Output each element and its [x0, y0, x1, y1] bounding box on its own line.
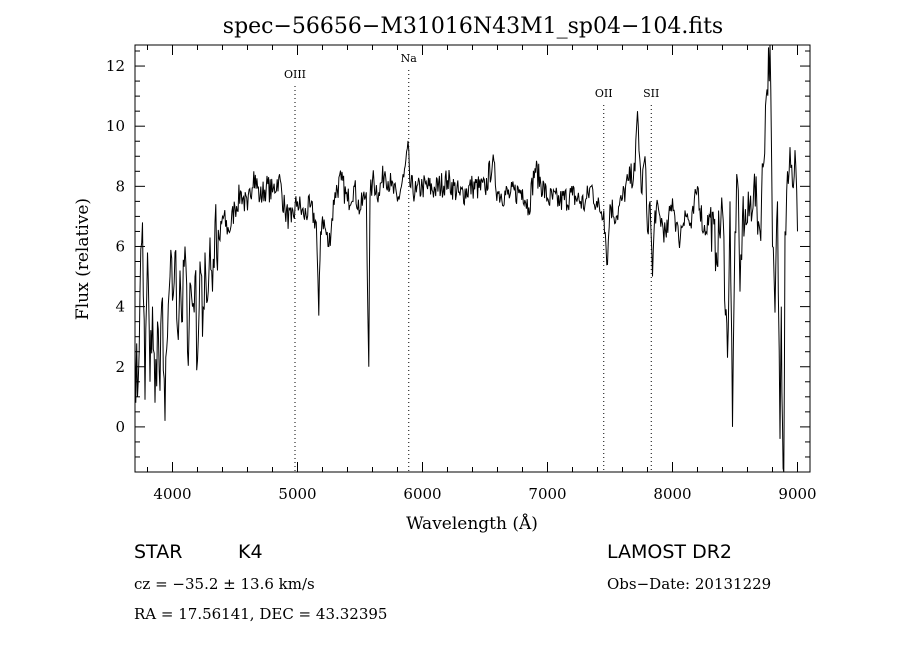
- coordinates: RA = 17.56141, DEC = 43.32395: [134, 605, 388, 623]
- obs-date: Obs−Date: 20131229: [607, 575, 772, 593]
- y-tick-label: 8: [115, 177, 125, 195]
- line-annotations: OIII Na OII SII: [284, 52, 659, 472]
- plot-frame: [134, 44, 811, 473]
- x-tick-label: 5000: [278, 485, 316, 503]
- y-axis-label: Flux (relative): [73, 198, 93, 320]
- line-label-oii: OII: [595, 87, 613, 100]
- axis-ticks: [135, 45, 810, 472]
- line-label-oiii: OIII: [284, 68, 306, 81]
- y-tick-label: 12: [106, 57, 125, 75]
- x-axis-label: Wavelength (Å): [406, 513, 538, 534]
- x-tick-label: 4000: [153, 485, 191, 503]
- line-label-na: Na: [401, 52, 418, 65]
- y-tick-label: 0: [115, 418, 125, 436]
- x-tick-label: 6000: [403, 485, 441, 503]
- cz-value: cz = −35.2 ± 13.6 km/s: [134, 575, 315, 593]
- line-label-sii: SII: [643, 87, 659, 100]
- chart-title: spec−56656−M31016N43M1_sp04−104.fits: [223, 14, 723, 39]
- y-tick-label: 2: [115, 358, 125, 376]
- spectrum-line: [134, 44, 798, 473]
- x-tick-label: 9000: [778, 485, 816, 503]
- x-tick-label: 7000: [528, 485, 566, 503]
- object-subclass: K4: [238, 541, 263, 563]
- x-tick-label: 8000: [653, 485, 691, 503]
- object-class: STAR: [134, 541, 183, 563]
- tick-labels: 4000 5000 6000 7000 8000 9000 0 2 4 6 8 10 12: [106, 57, 817, 503]
- spectrum-series: [134, 44, 798, 473]
- y-tick-label: 10: [106, 117, 125, 135]
- y-tick-label: 4: [115, 298, 125, 316]
- survey-label: LAMOST DR2: [607, 541, 732, 563]
- y-tick-label: 6: [115, 237, 125, 255]
